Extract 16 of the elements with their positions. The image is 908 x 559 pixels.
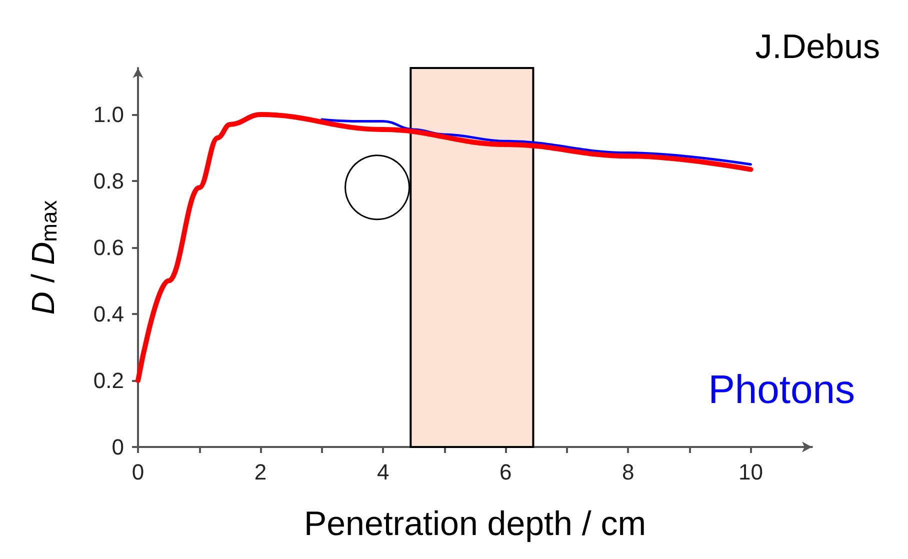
y-tick-label: 0.2: [93, 368, 124, 394]
y-axis-title: D / Dmax: [25, 200, 62, 315]
x-axis-title: Penetration depth / cm: [304, 505, 646, 543]
x-tick-label: 4: [376, 460, 390, 484]
text: Photons: [708, 368, 856, 412]
y-tick-label: 0: [112, 434, 124, 460]
x-tick-label: 6: [500, 460, 512, 484]
x-tick-label: 10: [738, 460, 763, 484]
x-tick-label: 0: [132, 460, 144, 484]
x-tick-label: 2: [254, 460, 267, 484]
x-tick-label: 8: [622, 460, 634, 484]
y-tick-label: 0.6: [93, 235, 124, 260]
y-tick-label: 1.0: [93, 102, 124, 128]
y-tick-label: 0.4: [93, 302, 124, 327]
text: J.Debus: [755, 28, 880, 66]
y-tick-label: 0.8: [93, 168, 124, 194]
